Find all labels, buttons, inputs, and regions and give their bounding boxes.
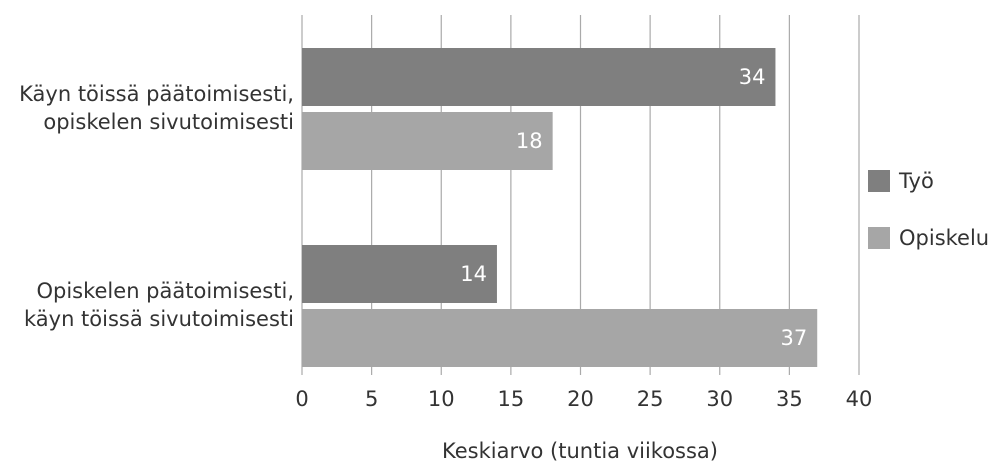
x-tick-label: 5 xyxy=(365,387,378,411)
value-label: 18 xyxy=(516,129,543,153)
x-tick-label: 35 xyxy=(776,387,803,411)
value-label: 14 xyxy=(460,262,487,286)
bar xyxy=(302,245,497,303)
y-tick-label: Käyn töissä päätoimisesti, opiskelen sivu… xyxy=(19,82,294,134)
bar xyxy=(302,48,776,106)
x-axis-label: Keskiarvo (tuntia viikossa) xyxy=(442,439,718,463)
x-tick-label: 15 xyxy=(498,387,525,411)
value-label: 37 xyxy=(780,326,807,350)
x-tick-label: 20 xyxy=(567,387,594,411)
bar xyxy=(302,112,553,170)
x-tick-label: 25 xyxy=(637,387,664,411)
value-label: 34 xyxy=(739,65,766,89)
y-tick-label: Opiskelen päätoimisesti, käyn töissä sivu… xyxy=(24,279,294,331)
x-tick-label: 30 xyxy=(706,387,733,411)
bar xyxy=(302,309,818,367)
legend-label: Opiskelu xyxy=(899,226,989,250)
legend-label: Työ xyxy=(898,169,934,193)
legend-swatch xyxy=(868,170,890,192)
x-tick-label: 0 xyxy=(295,387,308,411)
x-tick-label: 40 xyxy=(846,387,873,411)
x-tick-label: 10 xyxy=(428,387,455,411)
legend-swatch xyxy=(868,227,890,249)
